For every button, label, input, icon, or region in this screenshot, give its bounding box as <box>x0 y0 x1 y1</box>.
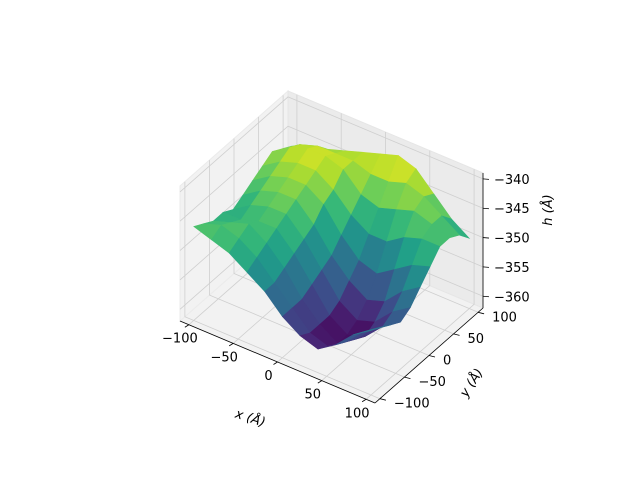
y-tick-label: 50 <box>468 332 485 347</box>
x-tick-label: 100 <box>345 406 370 421</box>
z-tick-label: −355 <box>494 261 530 276</box>
y-gridline <box>209 160 405 378</box>
x-tick-label: 0 <box>264 369 272 384</box>
z-tick-mark <box>482 266 490 268</box>
y-tick-mark <box>453 333 460 336</box>
y-tick-mark <box>428 355 436 358</box>
y-tick-label: 100 <box>492 310 517 325</box>
z-tick-mark <box>482 237 490 239</box>
z-gridline <box>179 96 484 193</box>
tick-marks <box>184 178 490 403</box>
x-tick-label: −50 <box>210 350 237 365</box>
x-gridline <box>365 169 475 400</box>
z-tick-mark <box>482 178 490 180</box>
x-tick-label: −100 <box>162 332 198 347</box>
x-tick-mark <box>273 361 278 365</box>
x-tick-mark <box>361 398 367 403</box>
surface-facet <box>353 327 381 335</box>
x-tick-label: 50 <box>305 388 322 403</box>
x-tick-mark <box>184 324 190 328</box>
y-tick-label: −100 <box>394 397 430 412</box>
surface-mesh <box>193 144 471 350</box>
z-tick-mark <box>482 295 490 298</box>
y-tick-label: −50 <box>419 375 446 390</box>
x-tick-mark <box>317 380 323 384</box>
y-gridline <box>184 181 381 400</box>
z-tick-label: −350 <box>494 232 530 247</box>
x-tick-mark <box>228 343 234 347</box>
tick-labels: −100 −50 0 50 100 −100 −50 0 50 100 −360 −355 −350 −3… <box>162 173 530 421</box>
y-tick-mark <box>404 376 411 379</box>
z-tick-mark <box>482 207 490 210</box>
y-tick-mark <box>477 311 485 315</box>
y-axis-label: y (Å) <box>456 366 487 401</box>
y-tick-mark <box>379 398 387 401</box>
z-tick-label: −345 <box>494 202 530 217</box>
z-tick-label: −360 <box>494 290 530 305</box>
z-tick-label: −340 <box>494 173 530 188</box>
y-tick-label: 0 <box>443 354 451 369</box>
x-axis-label: x (Å) <box>232 406 267 431</box>
z-axis-label: h (Å) <box>540 194 556 225</box>
